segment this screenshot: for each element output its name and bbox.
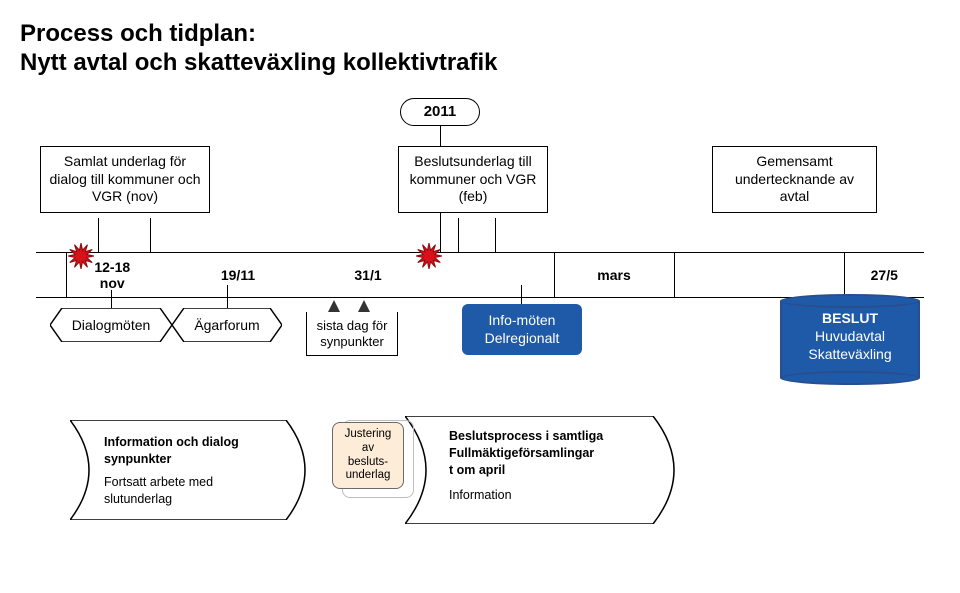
info-moten-l2: Delregionalt [485,330,560,346]
justering-l3: besluts- [348,456,388,468]
uparrow-syn-1 [328,300,340,312]
hex-dialogmoten-label: Dialogmöten [72,317,151,333]
hex-agarforum-label: Ägarforum [194,317,259,333]
swoosh-information: Information och dialog synpunkter Fortsa… [70,420,324,520]
page-title-line2: Nytt avtal och skatteväxling kollektivtr… [20,49,940,78]
connector-box1-b [150,218,151,253]
starburst-icon-2 [416,243,442,269]
beslut-l1: BESLUT [822,310,878,326]
topbox-samlat: Samlat underlag för dialog till kommuner… [40,146,210,213]
synpunkter-box: sista dag för synpunkter [306,312,398,356]
swoosh1-l3: Fortsatt arbete med [104,475,213,489]
timeline-cell [36,253,66,298]
connector-hex1 [111,290,112,308]
swoosh2-l2: Fullmäktigeförsamlingar [449,446,594,460]
topbox-gemensamt: Gemensamt undertecknande av avtal [712,146,877,213]
swoosh-beslutsprocess: Beslutsprocess i samtliga Fullmäktigeför… [405,416,695,524]
timeline-cell: 31/1 [318,253,418,298]
connector-box2-b [495,218,496,253]
hex-agarforum: Ägarforum [172,308,282,342]
synpunkter-l2: synpunkter [320,334,384,349]
swoosh1-l1: Information och dialog [104,435,239,449]
info-moten-l1: Info-möten [489,312,556,328]
justering-l4: underlag [346,469,391,481]
hex-dialogmoten: Dialogmöten [50,308,172,342]
beslut-cylinder: BESLUT Huvudavtal Skatteväxling [780,294,920,385]
page-title-line1: Process och tidplan: [20,20,940,49]
uparrow-syn-2 [358,300,370,312]
beslut-l2: Huvudavtal [815,328,885,344]
timeline-cell: 19/11 [158,253,318,298]
connector-hex2 [227,285,228,308]
beslut-l3: Skatteväxling [808,346,891,362]
timeline-cell: mars [554,253,674,298]
topbox-beslutsunderlag: Beslutsunderlag till kommuner och VGR (f… [398,146,548,213]
justering-l1: Justering [345,428,392,440]
timeline-cell [674,253,844,298]
timeline-cell: 27/5 [844,253,924,298]
connector-info-moten [521,285,522,304]
swoosh2-l3: t om april [449,463,505,477]
justering-l2: av [362,442,374,454]
swoosh1-l4: slutunderlag [104,492,172,506]
year-pill: 2011 [400,98,480,126]
swoosh1-l2: synpunkter [104,452,171,466]
swoosh2-l1: Beslutsprocess i samtliga [449,429,603,443]
synpunkter-l1: sista dag för [317,318,388,333]
connector-box1-a [98,218,99,253]
justering-box: Justering av besluts- underlag [332,422,404,489]
timeline: 12-18nov19/1131/1mars27/5 [36,252,924,298]
starburst-icon-1 [68,243,94,269]
info-moten-box: Info-möten Delregionalt [462,304,582,355]
connector-box2-a [458,218,459,253]
swoosh2-l4: Information [449,488,512,502]
